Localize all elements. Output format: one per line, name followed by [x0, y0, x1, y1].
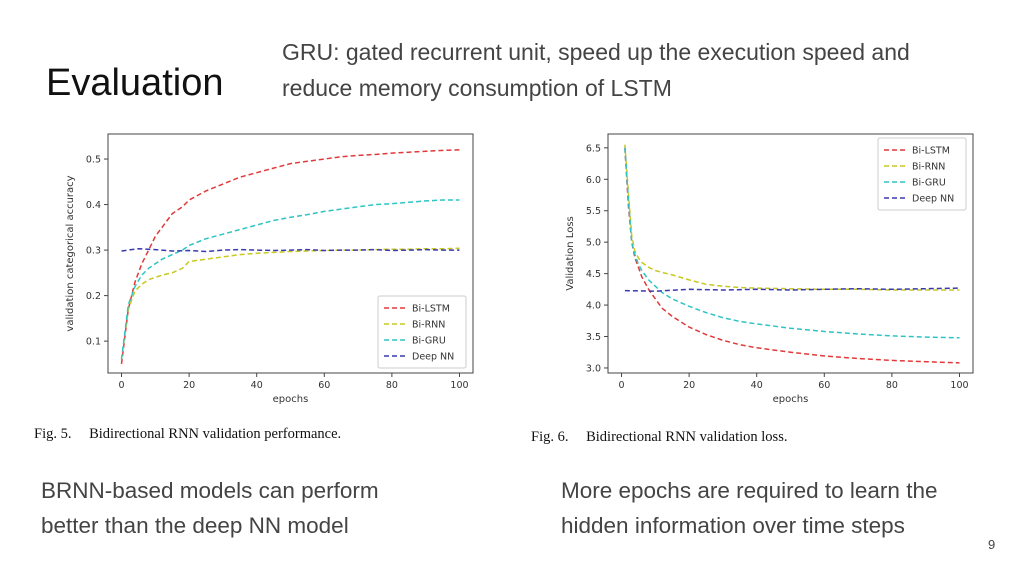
gru-note-line-1: GRU: gated recurrent unit, speed up the … — [282, 39, 910, 65]
x-tick-label: 20 — [183, 380, 195, 391]
plot-frame — [107, 133, 474, 374]
series-line-bi-gru — [624, 147, 960, 339]
y-tick-label: 6.0 — [586, 175, 601, 186]
legend: Bi-LSTM Bi-RNN Bi-GRU Deep NN — [377, 295, 467, 369]
fig6-text: Bidirectional RNN validation loss. — [586, 429, 788, 445]
series-line-deep-nn — [624, 287, 960, 292]
x-axis-label: epochs — [273, 394, 309, 405]
legend-label: Bi-GRU — [412, 336, 446, 347]
accuracy-chart: 0 20 40 60 80 100 0.1 0.2 0.3 0.4 0.5 epochs validat… — [65, 133, 474, 405]
gru-note-line-2: reduce memory consumption of LSTM — [282, 75, 672, 101]
y-tick-label: 5.0 — [586, 238, 601, 249]
slide-title: Evaluation — [46, 62, 224, 104]
legend: Bi-LSTM Bi-RNN Bi-GRU Deep NN — [877, 137, 967, 211]
x-tick-label: 40 — [751, 380, 763, 391]
fig5-text: Bidirectional RNN validation performance… — [89, 426, 342, 442]
legend-label: Bi-GRU — [912, 178, 946, 189]
legend-label: Bi-RNN — [412, 320, 445, 331]
legend-label: Bi-LSTM — [412, 304, 450, 315]
y-tick-label: 0.1 — [86, 337, 101, 348]
y-tick-label: 3.0 — [586, 363, 601, 374]
fig6-number: Fig. 6. — [531, 429, 569, 445]
y-tick-label: 4.5 — [586, 269, 601, 280]
series-line-bi-rnn — [624, 144, 960, 291]
y-tick-label: 5.5 — [586, 206, 601, 217]
x-axis-label: epochs — [773, 394, 809, 405]
legend-label: Bi-LSTM — [912, 146, 950, 157]
y-tick-label: 6.5 — [586, 143, 601, 154]
legend-label: Deep NN — [412, 352, 454, 363]
left-note-line-1: BRNN-based models can perform — [41, 478, 379, 503]
x-tick-label: 60 — [318, 380, 330, 391]
left-note-line-2: better than the deep NN model — [41, 513, 349, 538]
y-tick-label: 0.3 — [86, 246, 101, 257]
gru-note: GRU: gated recurrent unit, speed up the … — [282, 34, 1002, 106]
x-tick-label: 100 — [950, 380, 968, 391]
loss-chart: 0 20 40 60 80 100 3.0 3.5 4.0 4.5 5.0 5.5 6.0 6.5 epoc… — [565, 133, 974, 405]
y-axis-label: Validation Loss — [565, 216, 576, 291]
left-note: BRNN-based models can perform better tha… — [41, 473, 501, 543]
fig5-caption: Fig. 5. Bidirectional RNN validation per… — [34, 426, 341, 443]
legend-label: Deep NN — [912, 194, 954, 205]
series-line-bi-lstm — [120, 149, 460, 364]
x-tick-label: 100 — [450, 380, 468, 391]
right-note-line-2: hidden information over time steps — [561, 513, 905, 538]
x-tick-label: 20 — [683, 380, 695, 391]
right-note: More epochs are required to learn the hi… — [561, 473, 1011, 543]
series-line-deep-nn — [121, 247, 460, 253]
x-tick-label: 60 — [818, 380, 830, 391]
legend-box — [877, 137, 967, 211]
page-number: 9 — [988, 537, 996, 552]
y-tick-label: 0.4 — [86, 200, 101, 211]
x-tick-label: 40 — [251, 380, 263, 391]
y-axis-label: validation categorical accuracy — [65, 175, 76, 331]
y-tick-label: 0.2 — [86, 291, 101, 302]
fig5-number: Fig. 5. — [34, 426, 72, 442]
y-tick-label: 4.0 — [586, 301, 601, 312]
plot-frame — [607, 133, 974, 374]
series-line-bi-rnn — [120, 247, 460, 360]
y-tick-label: 0.5 — [86, 155, 101, 166]
series-line-bi-lstm — [624, 147, 960, 364]
x-tick-label: 80 — [386, 380, 398, 391]
legend-box — [377, 295, 467, 369]
series-line-bi-gru — [120, 199, 460, 360]
x-tick-label: 0 — [118, 380, 124, 391]
fig6-caption: Fig. 6. Bidirectional RNN validation los… — [531, 429, 787, 446]
legend-label: Bi-RNN — [912, 162, 945, 173]
x-tick-label: 80 — [886, 380, 898, 391]
y-tick-label: 3.5 — [586, 332, 601, 343]
right-note-line-1: More epochs are required to learn the — [561, 478, 938, 503]
x-tick-label: 0 — [618, 380, 624, 391]
